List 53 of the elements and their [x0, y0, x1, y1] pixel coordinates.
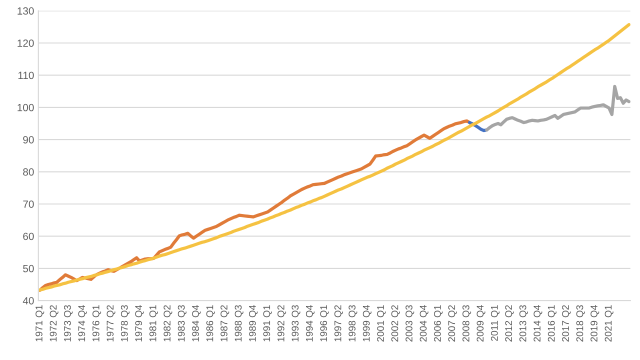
- x-tick-label: 1986 Q1: [206, 305, 215, 342]
- x-tick-label: 1981 Q1: [149, 305, 158, 342]
- x-tick-label: 1972 Q2: [50, 305, 58, 342]
- x-tick-label: 2001 Q1: [377, 305, 386, 342]
- x-tick-label: 2009 Q4: [476, 305, 486, 342]
- x-tick-label: 2002 Q2: [391, 305, 400, 342]
- x-tick-label: 1983 Q3: [178, 305, 186, 342]
- x-tick-label: 1982 Q2: [164, 305, 172, 342]
- x-tick-label: 2004 Q4: [420, 305, 428, 342]
- x-tick-label: 1994 Q4: [306, 305, 315, 342]
- x-tick-label: 1984 Q4: [192, 305, 201, 342]
- x-tick-label: 2007 Q2: [448, 305, 457, 342]
- x-tick-label: 2008 Q3: [462, 305, 472, 342]
- y-tick-label: 90: [23, 136, 34, 144]
- y-tick-label: 80: [23, 168, 34, 176]
- y-tick-label: 70: [23, 200, 34, 208]
- x-tick-label: 1998 Q3: [348, 305, 358, 342]
- x-tick-label: 1997 Q2: [334, 305, 344, 342]
- x-tick-label: 1996 Q1: [320, 305, 329, 342]
- x-tick-label: 2012 Q2: [505, 305, 514, 342]
- x-tick-label: 2017 Q2: [562, 305, 571, 342]
- y-tick-label: 50: [23, 264, 34, 272]
- x-tick-label: 2013 Q3: [519, 305, 528, 342]
- line-series: [485, 84, 630, 132]
- x-tick-label: 1999 Q4: [362, 305, 372, 342]
- x-tick-label: 1979 Q4: [135, 305, 144, 342]
- y-tick-label: 100: [18, 104, 34, 112]
- line-series: [38, 23, 630, 292]
- x-tick-label: 1988 Q3: [234, 305, 244, 342]
- x-tick-label: 1978 Q3: [120, 305, 130, 342]
- x-tick-label: 1973 Q3: [64, 305, 73, 342]
- x-tick-label: 2016 Q1: [548, 305, 556, 342]
- x-tick-label: 2014 Q4: [534, 305, 542, 342]
- y-tick-label: 110: [18, 72, 34, 80]
- x-tick-label: 1974 Q4: [78, 305, 87, 342]
- x-tick-label: 2003 Q3: [406, 305, 414, 342]
- x-tick-label: 2018 Q3: [576, 305, 585, 342]
- x-tick-label: 1987 Q2: [220, 305, 230, 342]
- x-tick-label: 1993 Q3: [292, 305, 300, 342]
- x-tick-label: 2011 Q1: [490, 305, 500, 341]
- x-tick-label: 1971 Q1: [36, 305, 44, 342]
- x-tick-label: 2019 Q4: [590, 305, 600, 342]
- x-tick-label: 1992 Q2: [277, 305, 286, 342]
- x-tick-label: 1976 Q1: [92, 305, 102, 342]
- x-tick-label: 1989 Q4: [249, 305, 258, 342]
- y-tick-label: 60: [23, 232, 34, 240]
- y-tick-label: 130: [18, 7, 34, 15]
- y-tick-label: 120: [18, 40, 34, 47]
- y-tick-label: 40: [22, 297, 34, 304]
- x-tick-label: 2021 Q1: [604, 305, 614, 342]
- x-tick-label: 1991 Q1: [263, 305, 272, 342]
- x-tick-label: 1977 Q2: [106, 305, 116, 342]
- x-tick-label: 2006 Q1: [434, 305, 443, 342]
